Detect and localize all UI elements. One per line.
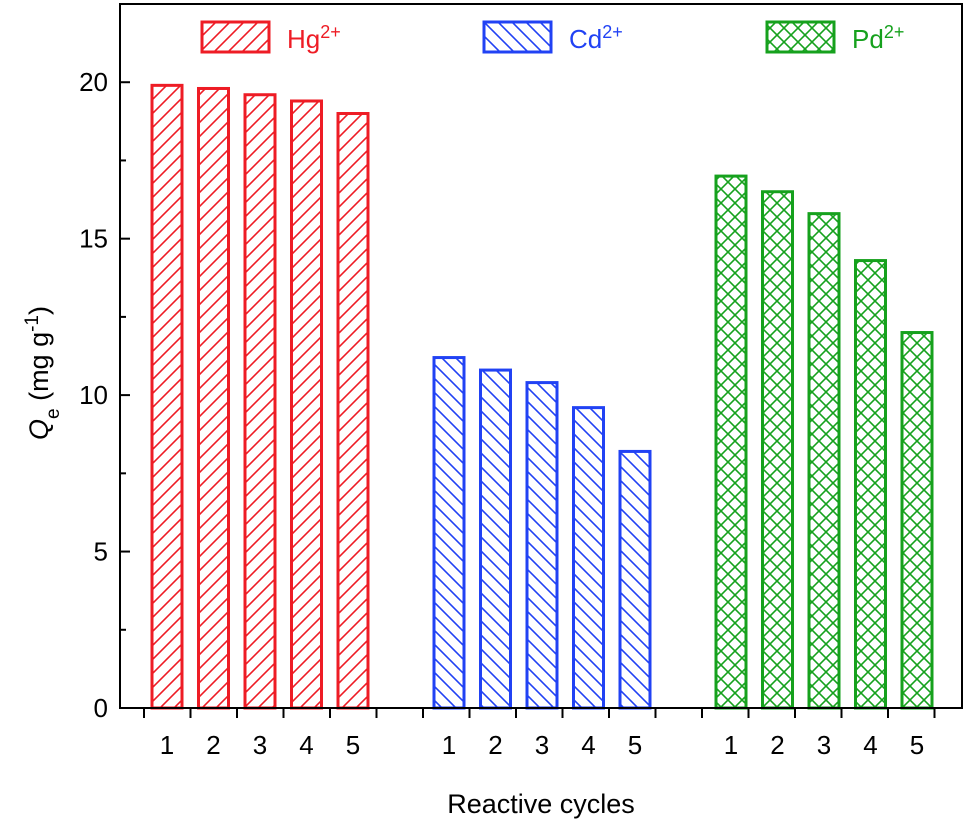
- x-tick-label: 2: [770, 730, 784, 760]
- x-tick-label: 2: [206, 730, 220, 760]
- bar-cd-cycle-2: [479, 368, 512, 710]
- legend-label-hg: Hg2+: [287, 22, 341, 54]
- bar-hg-cycle-2: [197, 86, 230, 710]
- x-tick-label: 5: [628, 730, 642, 760]
- y-tick-label: 10: [79, 380, 108, 410]
- plot-frame: [119, 3, 963, 709]
- bar-pd-cycle-4: [854, 259, 887, 710]
- x-tick-label: 1: [160, 730, 174, 760]
- y-axis-label: Qe (mg g-1): [22, 306, 64, 440]
- x-axis-label: Reactive cycles: [447, 789, 635, 819]
- y-tick-label: 5: [94, 537, 108, 567]
- bar-cd-cycle-1: [432, 356, 466, 710]
- bars-layer: [150, 83, 934, 710]
- legend: Hg2+ Cd2+ Pd2+: [200, 20, 904, 54]
- bar-pd-cycle-2: [761, 190, 794, 710]
- x-tick-label: 2: [488, 730, 502, 760]
- x-tick-label: 1: [724, 730, 738, 760]
- bar-cd-cycle-5: [618, 449, 652, 710]
- bar-cd-cycle-3: [525, 381, 559, 710]
- x-tick-label: 3: [253, 730, 267, 760]
- y-tick-label: 15: [79, 224, 108, 254]
- legend-swatch-cd: [482, 20, 553, 54]
- y-tick-label: 20: [79, 67, 108, 97]
- x-tick-label: 3: [535, 730, 549, 760]
- bar-cd-cycle-4: [572, 406, 605, 710]
- x-tick-label: 4: [863, 730, 877, 760]
- bar-hg-cycle-3: [243, 93, 277, 710]
- legend-swatch-pd: [765, 20, 836, 54]
- y-tick-label: 0: [94, 693, 108, 723]
- bar-pd-cycle-3: [807, 212, 841, 710]
- y-axis: 0 5 10 15 20: [79, 3, 130, 723]
- bar-hg-cycle-5: [336, 112, 370, 710]
- legend-label-pd: Pd2+: [852, 22, 904, 54]
- x-tick-label: 4: [299, 730, 313, 760]
- bar-pd-cycle-1: [714, 174, 748, 710]
- bar-pd-cycle-5: [900, 331, 934, 710]
- x-tick-label: 1: [442, 730, 456, 760]
- legend-label-cd: Cd2+: [569, 22, 623, 54]
- x-tick-label: 5: [346, 730, 360, 760]
- legend-swatch-hg: [200, 20, 271, 54]
- x-tick-label: 4: [581, 730, 595, 760]
- x-tick-label: 5: [910, 730, 924, 760]
- bar-hg-cycle-4: [290, 99, 323, 710]
- x-tick-label: 3: [817, 730, 831, 760]
- x-axis: 1 2 3 4 5 1 2 3 4 5 1 2 3 4 5: [143, 708, 936, 760]
- bar-hg-cycle-1: [150, 83, 184, 710]
